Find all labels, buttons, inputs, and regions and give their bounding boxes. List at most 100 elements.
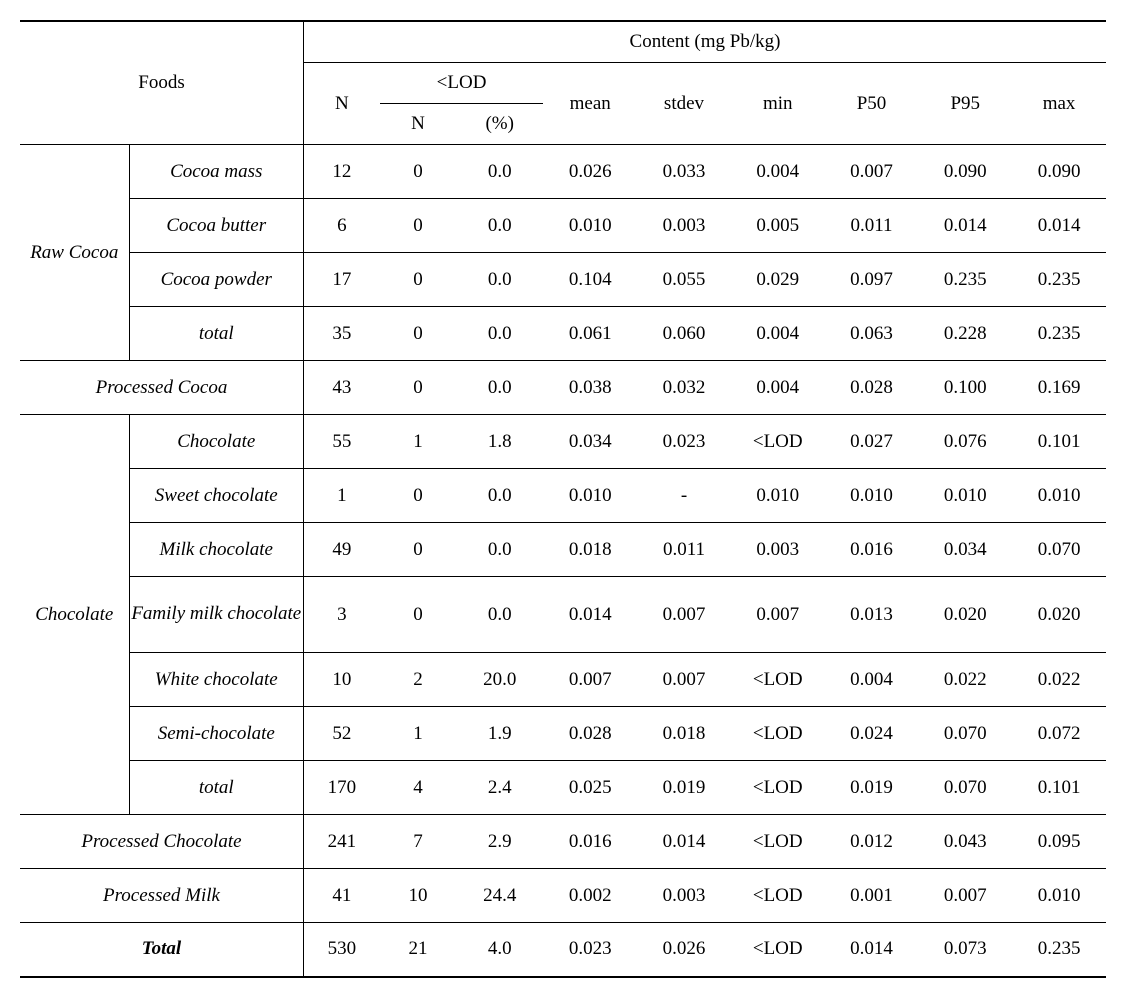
cell-p50: 0.007 (825, 145, 919, 199)
cell-lodp: 0.0 (456, 577, 543, 653)
cell-p50: 0.016 (825, 523, 919, 577)
cell-label: Milk chocolate (129, 523, 303, 577)
table-row-total: Total 530 21 4.0 0.023 0.026 <LOD 0.014 … (20, 923, 1106, 977)
cell-p95: 0.070 (918, 761, 1012, 815)
cell-mean: 0.016 (543, 815, 637, 869)
cell-min: 0.004 (731, 307, 825, 361)
cell-mean: 0.018 (543, 523, 637, 577)
cell-n: 10 (303, 653, 379, 707)
cell-n: 12 (303, 145, 379, 199)
cell-p95: 0.014 (918, 199, 1012, 253)
table-row: Milk chocolate 49 0 0.0 0.018 0.011 0.00… (20, 523, 1106, 577)
cell-stdev: - (637, 469, 731, 523)
cell-lodn: 7 (380, 815, 456, 869)
cell-max: 0.090 (1012, 145, 1106, 199)
cell-n: 35 (303, 307, 379, 361)
cell-n: 3 (303, 577, 379, 653)
cell-max: 0.022 (1012, 653, 1106, 707)
cell-p95: 0.235 (918, 253, 1012, 307)
cell-max: 0.101 (1012, 761, 1106, 815)
cell-min: <LOD (731, 923, 825, 977)
cell-n: 49 (303, 523, 379, 577)
cell-stdev: 0.003 (637, 199, 731, 253)
cell-p50: 0.027 (825, 415, 919, 469)
cell-n: 43 (303, 361, 379, 415)
cell-p95: 0.073 (918, 923, 1012, 977)
cell-label: Chocolate (129, 415, 303, 469)
group-raw-cocoa: Raw Cocoa (20, 145, 129, 361)
cell-lodn: 4 (380, 761, 456, 815)
cell-n: 170 (303, 761, 379, 815)
cell-stdev: 0.003 (637, 869, 731, 923)
table-row: total 170 4 2.4 0.025 0.019 <LOD 0.019 0… (20, 761, 1106, 815)
cell-lodn: 1 (380, 415, 456, 469)
cell-p95: 0.090 (918, 145, 1012, 199)
pb-content-table: Foods Content (mg Pb/kg) N <LOD mean std… (20, 20, 1106, 978)
table-row: Semi-chocolate 52 1 1.9 0.028 0.018 <LOD… (20, 707, 1106, 761)
table-row: Processed Milk 41 10 24.4 0.002 0.003 <L… (20, 869, 1106, 923)
cell-p50: 0.013 (825, 577, 919, 653)
cell-label: Cocoa powder (129, 253, 303, 307)
cell-max: 0.010 (1012, 869, 1106, 923)
cell-stdev: 0.032 (637, 361, 731, 415)
cell-mean: 0.026 (543, 145, 637, 199)
cell-lodp: 1.8 (456, 415, 543, 469)
cell-n: 17 (303, 253, 379, 307)
cell-stdev: 0.060 (637, 307, 731, 361)
table-row: Sweet chocolate 1 0 0.0 0.010 - 0.010 0.… (20, 469, 1106, 523)
cell-p95: 0.022 (918, 653, 1012, 707)
cell-min: 0.029 (731, 253, 825, 307)
cell-lodn: 10 (380, 869, 456, 923)
table-row: Raw Cocoa Cocoa mass 12 0 0.0 0.026 0.03… (20, 145, 1106, 199)
cell-mean: 0.007 (543, 653, 637, 707)
cell-min: <LOD (731, 707, 825, 761)
cell-lodn: 1 (380, 707, 456, 761)
cell-p50: 0.028 (825, 361, 919, 415)
cell-min: 0.004 (731, 145, 825, 199)
cell-p50: 0.012 (825, 815, 919, 869)
cell-p95: 0.010 (918, 469, 1012, 523)
cell-label: Sweet chocolate (129, 469, 303, 523)
cell-min: 0.010 (731, 469, 825, 523)
cell-p50: 0.011 (825, 199, 919, 253)
cell-p95: 0.100 (918, 361, 1012, 415)
cell-lodn: 0 (380, 523, 456, 577)
table-row: Processed Chocolate 241 7 2.9 0.016 0.01… (20, 815, 1106, 869)
cell-max: 0.101 (1012, 415, 1106, 469)
cell-p95: 0.070 (918, 707, 1012, 761)
header-max: max (1012, 63, 1106, 145)
cell-min: <LOD (731, 815, 825, 869)
cell-p95: 0.034 (918, 523, 1012, 577)
cell-label: Semi-chocolate (129, 707, 303, 761)
cell-label: White chocolate (129, 653, 303, 707)
header-lod-n: N (380, 104, 456, 145)
cell-mean: 0.023 (543, 923, 637, 977)
cell-stdev: 0.007 (637, 577, 731, 653)
cell-stdev: 0.014 (637, 815, 731, 869)
cell-stdev: 0.011 (637, 523, 731, 577)
cell-lodp: 0.0 (456, 145, 543, 199)
cell-lodn: 0 (380, 361, 456, 415)
cell-mean: 0.025 (543, 761, 637, 815)
cell-lodn: 21 (380, 923, 456, 977)
cell-min: 0.007 (731, 577, 825, 653)
cell-mean: 0.028 (543, 707, 637, 761)
cell-stdev: 0.007 (637, 653, 731, 707)
cell-n: 241 (303, 815, 379, 869)
cell-mean: 0.061 (543, 307, 637, 361)
cell-mean: 0.034 (543, 415, 637, 469)
cell-p95: 0.228 (918, 307, 1012, 361)
cell-mean: 0.014 (543, 577, 637, 653)
table-row: total 35 0 0.0 0.061 0.060 0.004 0.063 0… (20, 307, 1106, 361)
cell-lodn: 0 (380, 145, 456, 199)
cell-p50: 0.097 (825, 253, 919, 307)
cell-max: 0.072 (1012, 707, 1106, 761)
cell-label: Processed Chocolate (20, 815, 303, 869)
cell-p95: 0.007 (918, 869, 1012, 923)
cell-max: 0.014 (1012, 199, 1106, 253)
cell-lodp: 24.4 (456, 869, 543, 923)
cell-label: Cocoa mass (129, 145, 303, 199)
cell-p50: 0.063 (825, 307, 919, 361)
cell-max: 0.169 (1012, 361, 1106, 415)
cell-max: 0.010 (1012, 469, 1106, 523)
